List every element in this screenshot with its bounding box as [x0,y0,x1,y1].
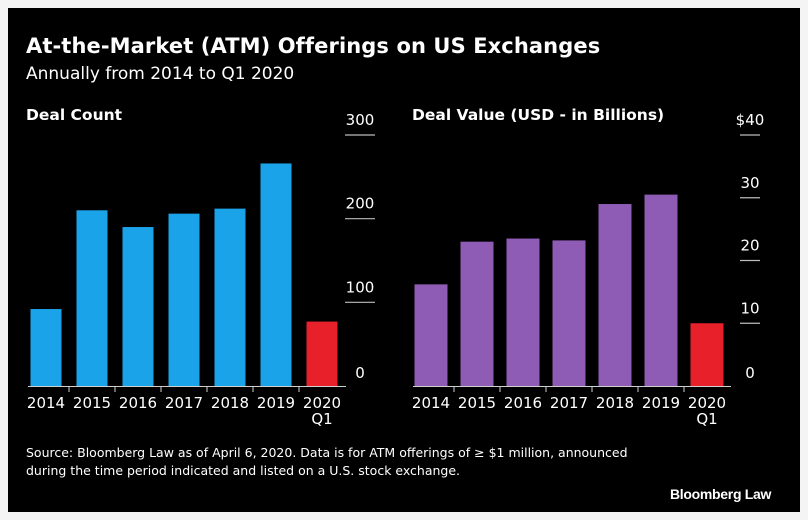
chart-title: At-the-Market (ATM) Offerings on US Exch… [26,34,601,58]
deal-value-x-tick-label: 2018 [596,394,634,412]
deal-count-x-tick-label: 2016 [119,394,157,412]
deal-count-bar [260,163,292,386]
deal-value-bar [690,323,724,386]
deal-value-bar [460,241,494,386]
deal-count-bar [30,309,62,386]
deal-value-bar [644,194,678,386]
deal-count-y-tick-label: 100 [346,278,375,296]
deal-value-x-tick-label: 2017 [550,394,588,412]
deal-value-y-tick-label: $40 [736,111,765,129]
deal-value-x-tick-label: 2015 [458,394,496,412]
deal-value-x-tick-label: 2016 [504,394,542,412]
deal-count-x-tick-label: 2015 [73,394,111,412]
deal-count-chart-title: Deal Count [26,106,123,124]
deal-count-bar [76,210,108,386]
deal-value-y-tick-label: 10 [740,299,759,317]
deal-count-bar [214,208,246,386]
deal-value-bar [598,204,632,386]
brand-logo-text: Bloomberg Law [670,486,772,502]
deal-value-y-tick-label: 30 [740,174,759,192]
deal-count-x-tick-label: 2014 [27,394,65,412]
deal-count-y-tick-label: 200 [346,195,375,213]
deal-value-y-tick-label: 20 [740,237,759,255]
deal-count-x-tick-label: 2018 [211,394,249,412]
deal-count-y-tick-label: 300 [346,111,375,129]
deal-value-chart-title: Deal Value (USD - in Billions) [412,106,664,124]
deal-value-bar [552,240,586,386]
source-note: Source: Bloomberg Law as of April 6, 202… [26,445,628,478]
deal-value-y-tick-label: 0 [745,364,755,382]
chart-subtitle: Annually from 2014 to Q1 2020 [26,64,295,84]
deal-value-bar [414,284,448,386]
deal-count-x-tick-label: 2017 [165,394,203,412]
chart-frame: At-the-Market (ATM) Offerings on US Exch… [8,8,800,512]
deal-count-x-tick-label: 2019 [257,394,295,412]
deal-count-bar [122,227,154,386]
deal-value-x-tick-label: 2014 [412,394,450,412]
deal-count-bar [168,213,200,386]
deal-value-bar [506,238,540,386]
deal-value-x-tick-label: 2019 [642,394,680,412]
deal-count-x-tick-label: 2020 Q1 [303,394,341,428]
deal-count-bar [306,321,338,386]
deal-value-x-tick-label: 2020 Q1 [688,394,726,428]
deal-count-y-tick-label: 0 [355,364,365,382]
